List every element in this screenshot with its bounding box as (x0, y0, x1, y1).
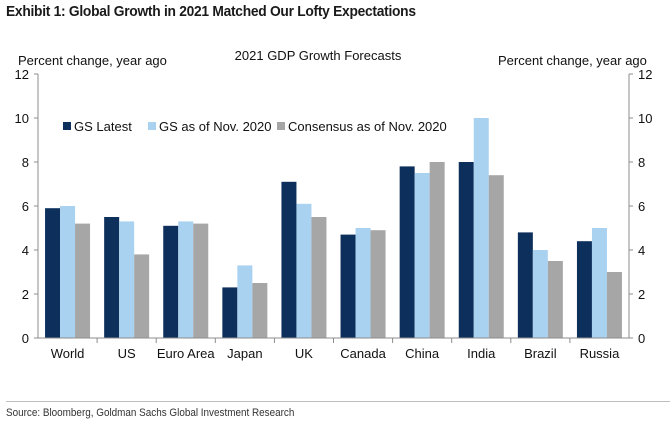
x-tick-label: US (118, 346, 136, 361)
y-tick-label-right: 10 (638, 111, 652, 126)
y-tick-label-left: 0 (22, 331, 29, 346)
chart-title: 2021 GDP Growth Forecasts (235, 48, 402, 63)
bar-brazil-series-2 (547, 261, 563, 338)
bar-brazil-series-1 (532, 250, 548, 338)
bar-india-series-1 (473, 118, 489, 338)
y-tick-label-left: 2 (22, 287, 29, 302)
y-tick-label-right: 8 (638, 155, 645, 170)
x-tick-label: UK (295, 346, 313, 361)
y-tick-label-right: 4 (638, 243, 645, 258)
bar-chart: 2021 GDP Growth Forecasts Percent change… (15, 48, 653, 361)
bar-canada-series-0 (340, 234, 356, 338)
bar-japan-series-2 (252, 283, 268, 338)
bar-uk-series-2 (311, 217, 327, 338)
source-note: Source: Bloomberg, Goldman Sachs Global … (6, 407, 295, 419)
bar-world-series-2 (75, 223, 91, 338)
bar-euro-area-series-1 (178, 221, 194, 338)
y-tick-label-right: 2 (638, 287, 645, 302)
bar-brazil-series-0 (517, 232, 533, 338)
bar-world-series-0 (45, 208, 61, 338)
y-tick-label-left: 10 (15, 111, 29, 126)
bar-japan-series-0 (222, 287, 238, 338)
y-tick-label-right: 12 (638, 67, 652, 82)
bar-us-series-0 (104, 217, 120, 338)
bar-russia-series-2 (606, 272, 622, 338)
bar-us-series-1 (119, 221, 135, 338)
legend-swatch (63, 122, 71, 130)
source-divider (6, 401, 670, 402)
bar-euro-area-series-2 (193, 223, 209, 338)
x-tick-label: China (405, 346, 440, 361)
y-tick-label-right: 0 (638, 331, 645, 346)
x-tick-label: Canada (340, 346, 386, 361)
x-tick-label: Japan (227, 346, 262, 361)
y-axis-label-left: Percent change, year ago (18, 53, 167, 68)
x-tick-label: Brazil (524, 346, 557, 361)
bar-china-series-0 (399, 166, 415, 338)
bar-uk-series-1 (296, 203, 312, 338)
legend-label: GS as of Nov. 2020 (159, 119, 272, 134)
bar-uk-series-0 (281, 181, 297, 338)
bar-canada-series-1 (355, 228, 371, 338)
bar-india-series-0 (458, 162, 474, 338)
legend-label: GS Latest (74, 119, 132, 134)
bar-china-series-1 (414, 173, 430, 338)
legend-swatch (148, 122, 156, 130)
y-tick-label-left: 8 (22, 155, 29, 170)
y-tick-label-left: 4 (22, 243, 29, 258)
bar-world-series-1 (60, 206, 76, 338)
bar-japan-series-1 (237, 265, 253, 338)
x-tick-label: World (51, 346, 85, 361)
legend-label: Consensus as of Nov. 2020 (288, 119, 447, 134)
x-tick-label: Euro Area (157, 346, 216, 361)
x-tick-label: India (467, 346, 496, 361)
y-axis-label-right: Percent change, year ago (498, 53, 647, 68)
x-tick-label: Russia (580, 346, 621, 361)
bar-india-series-2 (488, 175, 504, 338)
bar-euro-area-series-0 (163, 225, 179, 338)
bar-us-series-2 (134, 254, 150, 338)
y-tick-label-left: 6 (22, 199, 29, 214)
bar-china-series-2 (429, 162, 445, 338)
legend-swatch (277, 122, 285, 130)
y-tick-label-left: 12 (15, 67, 29, 82)
bar-canada-series-2 (370, 230, 386, 338)
y-tick-label-right: 6 (638, 199, 645, 214)
bar-russia-series-1 (591, 228, 607, 338)
bar-russia-series-0 (576, 241, 592, 338)
exhibit-title: Exhibit 1: Global Growth in 2021 Matched… (6, 3, 416, 20)
